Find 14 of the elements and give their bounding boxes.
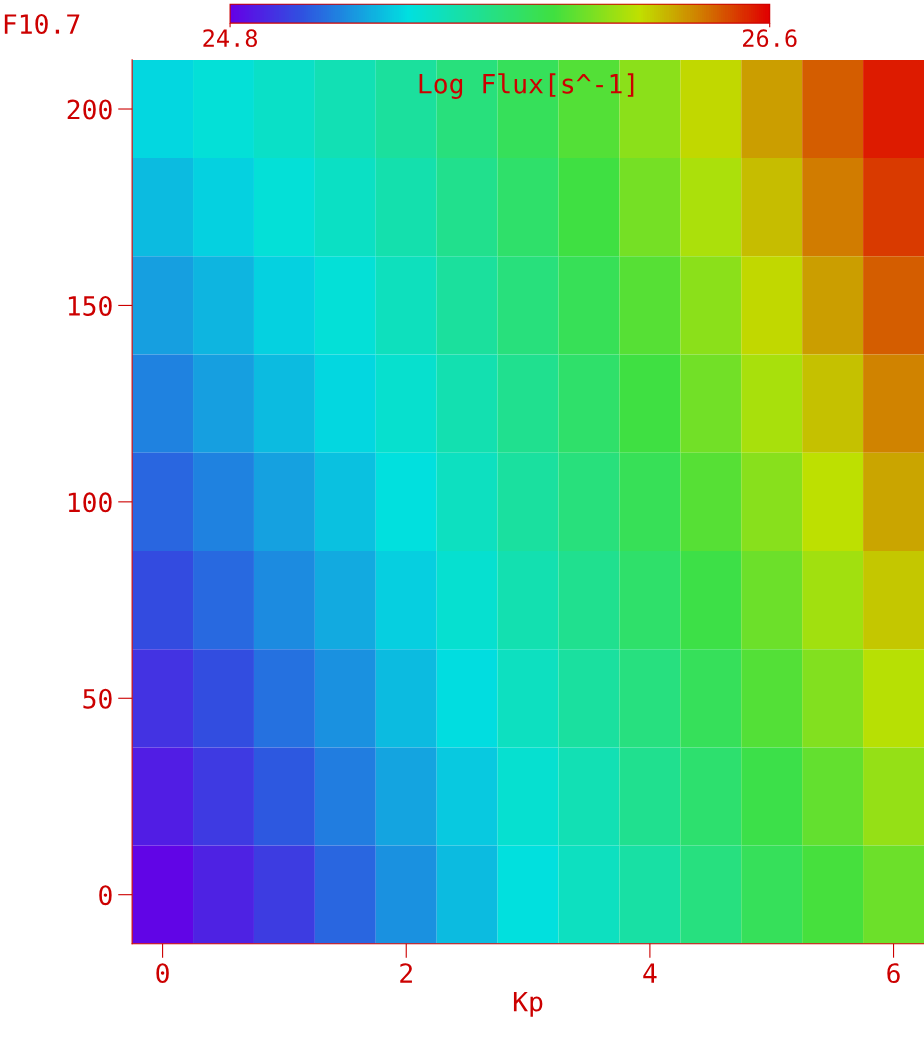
color-bar-label: 26.6 (743, 29, 797, 48)
x-tick-label: 0 (156, 963, 169, 984)
y-tick-label: 200 (67, 99, 112, 120)
y-axis-title: F10.7 (4, 14, 80, 34)
y-tick-label: 100 (68, 492, 112, 513)
x-tick-label: 4 (643, 963, 657, 983)
x-tick-label: 6 (887, 963, 900, 984)
x-tick-label: 2 (400, 963, 412, 983)
color-bar-label: 24.8 (203, 29, 257, 48)
y-tick-label: 50 (83, 688, 112, 709)
x-axis-title: Kp (513, 991, 543, 1017)
y-tick-label: 150 (68, 295, 112, 316)
color-bar-title: Log Flux[s^-1] (419, 73, 634, 100)
y-tick-label: 0 (99, 885, 112, 906)
